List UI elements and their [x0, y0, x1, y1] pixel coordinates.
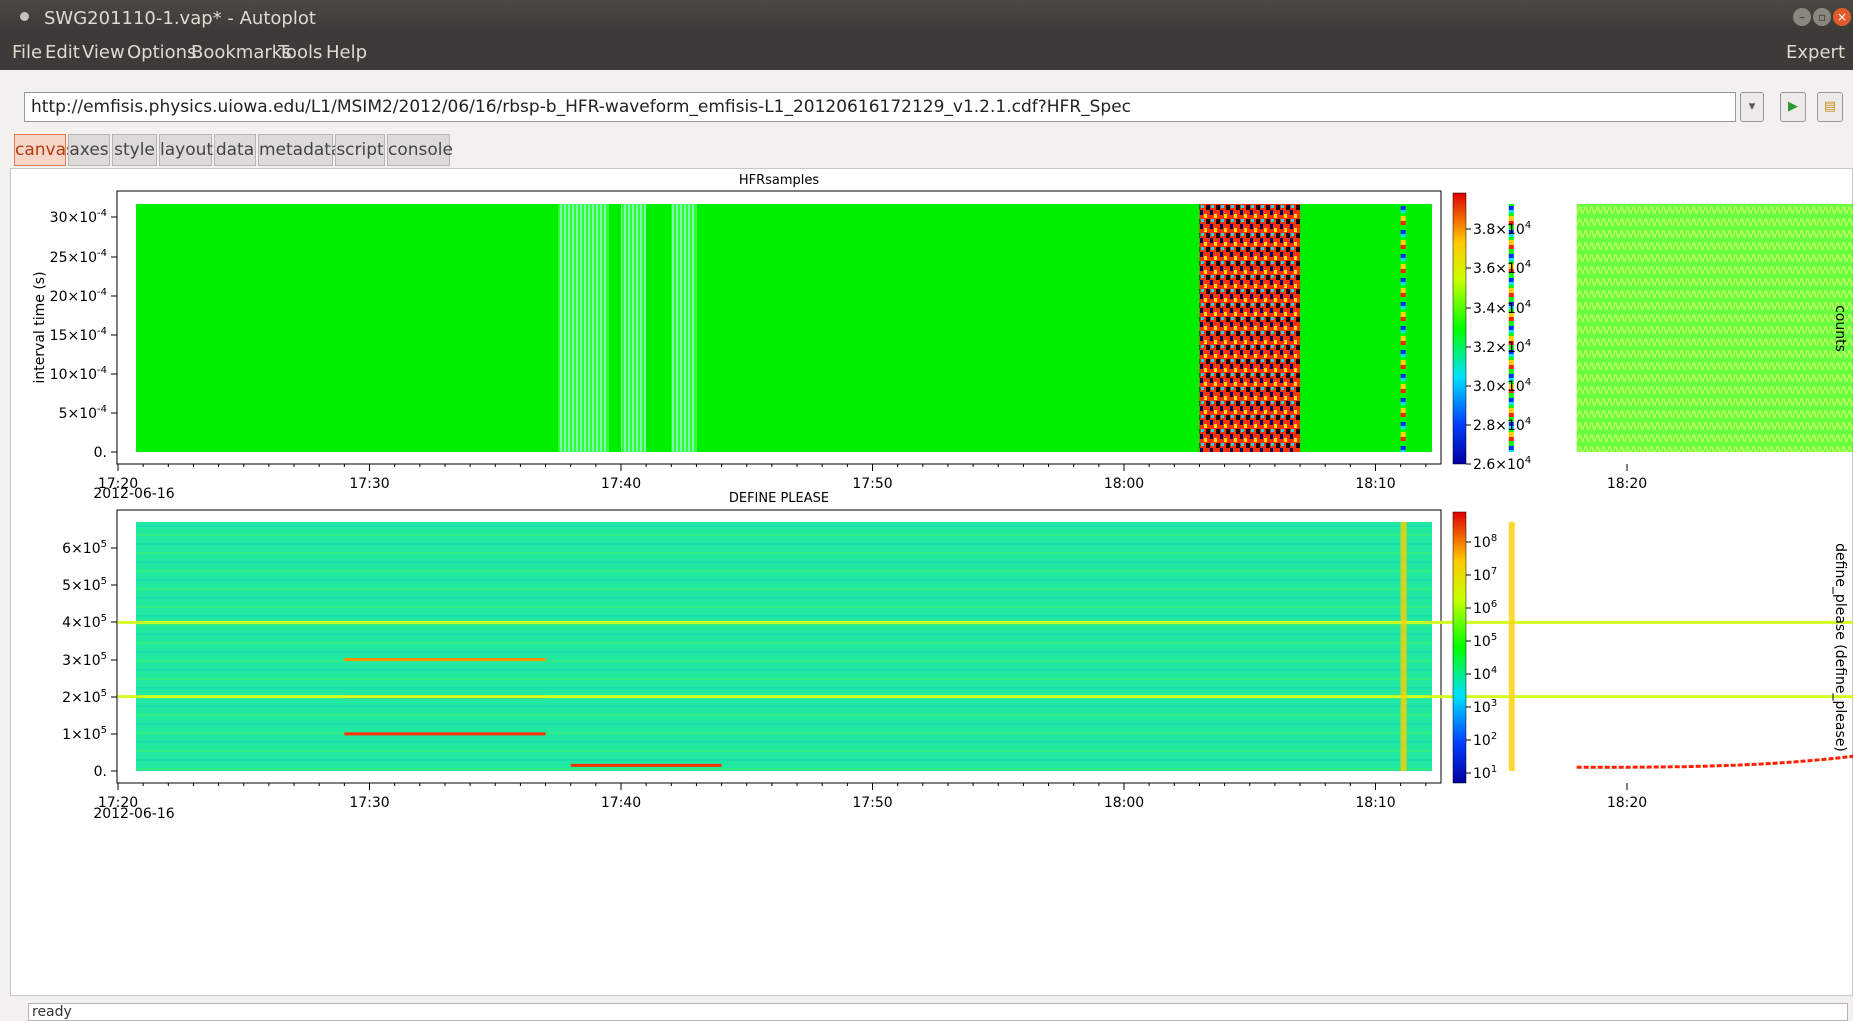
heatmap-striped-band	[558, 204, 609, 452]
colorbar-tick-label: 3.6×104	[1473, 259, 1531, 277]
colorbar-tick-label: 105	[1473, 632, 1497, 650]
x-tick-label: 18:10	[1355, 476, 1395, 492]
status-bar: ready	[28, 1003, 1848, 1021]
heatmap-striped-band	[621, 204, 647, 452]
heatmap-burst	[1508, 522, 1515, 771]
tab-script[interactable]: script	[335, 134, 385, 166]
colorbar-tick-label: 108	[1473, 533, 1497, 551]
title-bar: SWG201110-1.vap* - Autoplot – ▫ ×	[0, 0, 1853, 34]
dataset-url-input[interactable]: http://emfisis.physics.uiowa.edu/L1/MSIM…	[24, 92, 1736, 122]
url-history-dropdown[interactable]: ▾	[1740, 92, 1764, 122]
colorbar-tick-label: 104	[1473, 665, 1497, 683]
heatmap-burst	[1400, 204, 1406, 452]
menu-tools[interactable]: Tools	[278, 42, 323, 63]
heatmap-wavy-band	[1576, 204, 1853, 452]
x-tick-label: 18:20	[1607, 476, 1647, 492]
colorbar-tick-label: 103	[1473, 698, 1497, 716]
tab-axes[interactable]: axes	[68, 134, 110, 166]
colorbar-tick-label: 3.4×104	[1473, 299, 1531, 317]
menu-help[interactable]: Help	[326, 42, 368, 63]
x-date-label: 2012-06-16	[93, 486, 174, 502]
y-tick-label: 20×10-4	[50, 287, 107, 305]
colorbar-tick-label: 107	[1473, 566, 1497, 584]
colorbar-tick-label: 2.8×104	[1473, 416, 1531, 434]
window-controls: – ▫ ×	[1793, 8, 1853, 28]
colorbar	[1452, 192, 1467, 465]
tab-console[interactable]: console	[387, 134, 453, 166]
play-icon: ▶	[1788, 99, 1798, 114]
heatmap-burst	[1400, 522, 1407, 771]
colorbar-tick-label: 106	[1473, 599, 1497, 617]
x-tick-label: 18:00	[1104, 476, 1144, 492]
window-menu-icon[interactable]	[20, 12, 29, 21]
colorbar-tick-label: 3.2×104	[1473, 338, 1531, 356]
url-row: http://emfisis.physics.uiowa.edu/L1/MSIM…	[0, 86, 1853, 130]
y-tick-label: 2×105	[62, 688, 107, 706]
x-tick-label: 17:20	[98, 476, 138, 492]
x-tick-label: 18:20	[1607, 795, 1647, 811]
heatmap-striped-band	[671, 204, 697, 452]
x-tick-label: 17:40	[601, 795, 641, 811]
menu-expert[interactable]: Expert	[1786, 42, 1845, 63]
y-tick-label: 0.	[94, 445, 107, 461]
menu-bar: File Edit View Options Bookmarks Tools H…	[0, 34, 1853, 70]
x-tick-label: 17:20	[98, 795, 138, 811]
x-tick-label: 18:00	[1104, 795, 1144, 811]
menu-options[interactable]: Options	[127, 42, 197, 63]
y-tick-label: 5×10-4	[59, 404, 107, 422]
y-tick-label: 6×105	[62, 539, 107, 557]
tab-data[interactable]: data	[214, 134, 256, 166]
maximize-icon[interactable]: ▫	[1813, 8, 1831, 26]
plot-title: HFRsamples	[739, 173, 820, 188]
close-icon[interactable]: ×	[1833, 8, 1851, 26]
tab-canvas[interactable]: canvas	[14, 134, 75, 166]
menu-bookmarks[interactable]: Bookmarks	[191, 42, 292, 63]
y-tick-label: 3×105	[62, 651, 107, 669]
colorbar-tick-label: 101	[1473, 764, 1497, 782]
plot-button[interactable]: ▶	[1780, 92, 1806, 122]
heatmap-intense-band	[1199, 204, 1301, 452]
x-date-label: 2012-06-16	[93, 806, 174, 822]
y-tick-label: 0.	[94, 764, 107, 780]
y-tick-label: 30×10-4	[50, 208, 107, 226]
tab-layout[interactable]: layout	[159, 134, 213, 166]
x-tick-label: 17:50	[852, 476, 892, 492]
minimize-icon[interactable]: –	[1793, 8, 1811, 26]
colorbar-tick-label: 102	[1473, 731, 1497, 749]
colorbar-tick-label: 2.6×104	[1473, 455, 1531, 473]
x-tick-label: 17:40	[601, 476, 641, 492]
y-tick-label: 10×10-4	[50, 365, 107, 383]
x-tick-label: 17:30	[349, 795, 389, 811]
x-tick-label: 17:30	[349, 476, 389, 492]
y-tick-label: 4×105	[62, 613, 107, 631]
heatmap-background	[136, 522, 1432, 771]
x-tick-label: 17:50	[852, 795, 892, 811]
window-title: SWG201110-1.vap* - Autoplot	[44, 8, 316, 29]
menu-edit[interactable]: Edit	[45, 42, 80, 63]
colorbar-label: counts	[1832, 305, 1848, 352]
chevron-down-icon: ▾	[1748, 99, 1756, 114]
menu-file[interactable]: File	[12, 42, 43, 63]
y-tick-label: 25×10-4	[50, 248, 107, 266]
heatmap-sweep-trace	[1576, 754, 1853, 769]
colorbar-tick-label: 3.0×104	[1473, 377, 1531, 395]
colorbar	[1452, 511, 1467, 784]
y-tick-label: 15×10-4	[50, 326, 107, 344]
plot-panel-2: DEFINE PLEASE 17:20 17:30 17:40 17:50 18:00 18…	[62, 491, 1853, 822]
menu-view[interactable]: View	[82, 42, 125, 63]
plot-title: DEFINE PLEASE	[729, 491, 829, 506]
y-tick-label: 5×105	[62, 576, 107, 594]
y-tick-label: 1×105	[62, 725, 107, 743]
colorbar-tick-label: 3.8×104	[1473, 220, 1531, 238]
plot-panel-1: HFRsamples 17:20 17:30 17:40 17:50 18:00 18:10…	[32, 173, 1853, 502]
tab-style[interactable]: style	[112, 134, 157, 166]
x-tick-label: 18:10	[1355, 795, 1395, 811]
heatmap-burst	[1508, 204, 1514, 452]
y-axis-label: interval time (s)	[32, 271, 48, 383]
folder-icon: ▤	[1823, 99, 1837, 114]
browse-button[interactable]: ▤	[1817, 92, 1843, 122]
colorbar-label: define_please (define_please)	[1832, 543, 1848, 752]
tab-metadata[interactable]: metadata	[258, 134, 341, 166]
